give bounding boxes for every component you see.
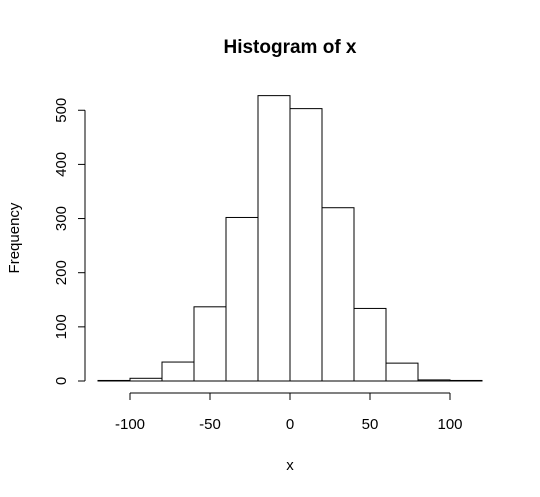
histogram-bar [353, 307, 387, 382]
chart-title: Histogram of x [223, 37, 356, 58]
x-tick-label: -50 [199, 416, 221, 433]
bars-group [97, 95, 483, 382]
histogram-bar [289, 108, 323, 382]
y-axis-label: Frequency [6, 202, 23, 273]
histogram-bar [161, 361, 195, 382]
x-tick-label: -100 [115, 416, 145, 433]
histogram-bar [97, 379, 131, 382]
x-tick-label: 0 [286, 416, 294, 433]
histogram-bar [449, 379, 483, 382]
histogram-bar [385, 362, 419, 382]
y-tick-label: 500 [53, 98, 70, 123]
y-tick-label: 0 [53, 377, 70, 385]
y-axis: 0 100 200 300 400 500 [53, 98, 86, 385]
histogram-bar [321, 207, 355, 382]
x-axis: -100 -50 0 50 100 [115, 392, 463, 433]
y-tick-label: 300 [53, 206, 70, 231]
x-tick-label: 100 [437, 416, 462, 433]
histogram-bar [225, 216, 259, 382]
histogram-bar [417, 379, 451, 382]
histogram-bar [129, 377, 163, 382]
histogram-bar [193, 306, 227, 382]
y-tick-label: 200 [53, 260, 70, 285]
histogram-bar [257, 95, 291, 382]
x-tick-label: 50 [362, 416, 379, 433]
y-tick-label: 400 [53, 152, 70, 177]
x-axis-label: x [286, 457, 294, 474]
y-tick-label: 100 [53, 314, 70, 339]
